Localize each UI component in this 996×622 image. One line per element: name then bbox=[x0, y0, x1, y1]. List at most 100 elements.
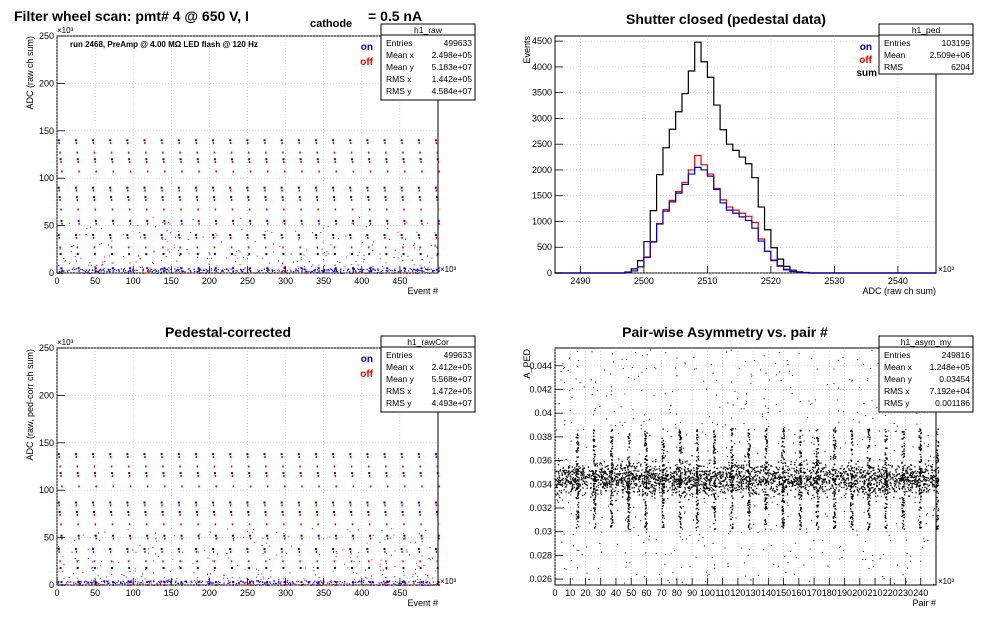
tick-label-x: 0 bbox=[54, 588, 59, 598]
point-off bbox=[367, 560, 370, 563]
point-on bbox=[214, 534, 217, 537]
point-noise bbox=[192, 562, 194, 564]
point-noise bbox=[216, 234, 218, 236]
point-band bbox=[787, 481, 789, 483]
point-base bbox=[108, 269, 110, 271]
point-band bbox=[862, 471, 865, 473]
point-band bbox=[863, 482, 865, 484]
point-band bbox=[768, 464, 770, 466]
point-base bbox=[151, 270, 154, 273]
point-band bbox=[922, 471, 924, 474]
point-noise bbox=[429, 585, 431, 586]
point-band bbox=[840, 482, 843, 484]
point-band bbox=[811, 484, 813, 486]
point-off bbox=[129, 584, 132, 586]
point-noise bbox=[370, 583, 372, 585]
point-base bbox=[217, 582, 219, 584]
point-off bbox=[334, 523, 337, 526]
point-off bbox=[437, 523, 439, 526]
point-band bbox=[636, 475, 638, 477]
point-band bbox=[631, 465, 634, 467]
point-band bbox=[688, 477, 691, 480]
point-off bbox=[249, 270, 252, 273]
point-base bbox=[98, 269, 100, 271]
point-band bbox=[681, 492, 683, 495]
point-band bbox=[824, 485, 826, 488]
point-noise bbox=[399, 584, 401, 586]
point-noise bbox=[399, 272, 401, 274]
point-band bbox=[572, 487, 574, 490]
point-noise bbox=[70, 245, 72, 247]
point-base bbox=[400, 582, 402, 585]
point-band bbox=[781, 499, 784, 501]
point-on bbox=[384, 511, 387, 514]
point-band bbox=[817, 467, 820, 469]
point-band bbox=[898, 487, 900, 489]
point-band bbox=[759, 472, 761, 474]
point-off bbox=[78, 170, 80, 173]
point-noise bbox=[359, 580, 361, 582]
point-base bbox=[293, 271, 295, 273]
point-noise bbox=[397, 231, 399, 233]
point-on bbox=[76, 566, 79, 569]
point-on bbox=[60, 267, 63, 270]
point-band bbox=[658, 477, 661, 479]
point-base bbox=[215, 270, 217, 272]
point-on bbox=[77, 219, 80, 222]
point-on bbox=[111, 267, 114, 270]
point-band bbox=[741, 496, 743, 499]
point-noise bbox=[261, 573, 263, 575]
point-off bbox=[401, 550, 403, 553]
point-off bbox=[95, 222, 97, 225]
point-off bbox=[195, 504, 198, 507]
point-band bbox=[643, 481, 645, 483]
point-off bbox=[386, 474, 388, 477]
point-base bbox=[156, 582, 158, 584]
point-base bbox=[437, 580, 439, 582]
point-off bbox=[198, 222, 200, 225]
ylabel-cor: ADC (raw, ped-corr ch sum) bbox=[25, 349, 35, 461]
point-noise bbox=[346, 272, 348, 274]
point-off bbox=[404, 270, 406, 273]
point-base bbox=[136, 582, 139, 584]
point-off bbox=[418, 142, 420, 145]
point-noise bbox=[282, 263, 284, 265]
point-on bbox=[76, 472, 79, 475]
point-band bbox=[718, 482, 720, 485]
point-noise bbox=[425, 574, 427, 576]
point-noise bbox=[222, 584, 224, 586]
point-noise bbox=[209, 253, 211, 255]
point-band bbox=[622, 472, 624, 475]
point-band bbox=[614, 468, 617, 471]
point-noise bbox=[262, 257, 264, 259]
point-base bbox=[177, 269, 179, 271]
point-off bbox=[404, 537, 406, 540]
point-noise bbox=[302, 584, 304, 586]
point-band bbox=[926, 490, 928, 493]
point-noise bbox=[327, 226, 329, 228]
point-off bbox=[349, 550, 352, 553]
point-off bbox=[298, 550, 300, 553]
point-band bbox=[621, 496, 624, 498]
point-noise bbox=[274, 271, 276, 273]
point-band bbox=[597, 484, 599, 487]
point-band bbox=[653, 493, 656, 496]
point-band bbox=[847, 477, 849, 479]
point-band bbox=[695, 478, 697, 480]
point-band bbox=[583, 476, 585, 479]
point-band bbox=[683, 491, 685, 493]
point-band bbox=[811, 468, 814, 470]
point-band bbox=[807, 479, 809, 482]
point-noise bbox=[211, 257, 213, 259]
xlabel-ped: ADC (raw ch sum) bbox=[862, 286, 936, 296]
point-band bbox=[878, 476, 880, 478]
point-off bbox=[264, 142, 266, 145]
point-band bbox=[858, 476, 861, 478]
point-band bbox=[689, 479, 691, 481]
point-band bbox=[911, 491, 914, 494]
point-noise bbox=[167, 249, 169, 251]
stats-value-cor: 5.568e+07 bbox=[432, 374, 473, 384]
point-band bbox=[592, 494, 594, 497]
point-base bbox=[296, 269, 299, 271]
point-on bbox=[128, 566, 131, 569]
